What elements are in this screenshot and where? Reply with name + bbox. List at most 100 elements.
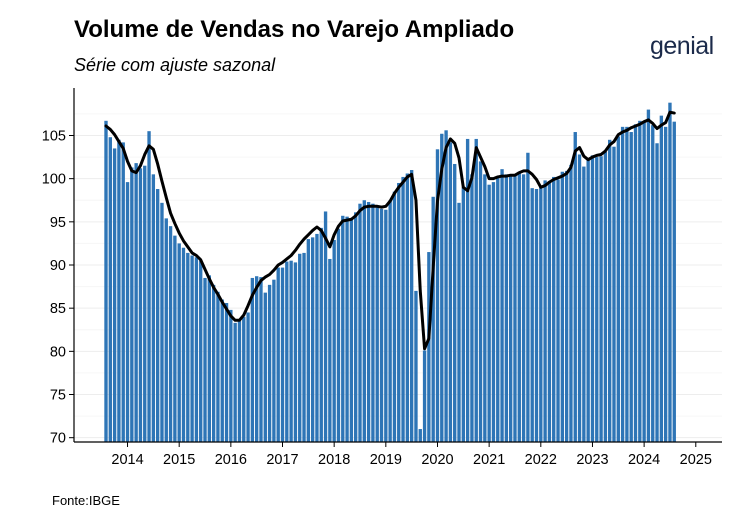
y-tick-label: 105 bbox=[42, 128, 66, 144]
bar bbox=[595, 157, 599, 442]
bar bbox=[358, 203, 362, 442]
bar bbox=[560, 171, 565, 442]
bar bbox=[375, 207, 379, 442]
bar bbox=[638, 120, 642, 442]
x-tick-label: 2025 bbox=[680, 452, 712, 468]
bar bbox=[121, 142, 125, 442]
chart-subtitle: Série com ajuste sazonal bbox=[74, 55, 276, 75]
bar bbox=[280, 267, 285, 442]
bar bbox=[586, 159, 590, 442]
bar bbox=[138, 168, 143, 443]
bar bbox=[659, 115, 664, 442]
bar bbox=[310, 237, 315, 442]
bar bbox=[306, 239, 311, 442]
bar bbox=[125, 182, 130, 443]
bar bbox=[397, 182, 401, 443]
bar bbox=[229, 309, 233, 442]
bar bbox=[224, 302, 229, 442]
y-tick-label: 95 bbox=[50, 215, 66, 231]
bar bbox=[199, 260, 203, 442]
bar bbox=[620, 126, 625, 442]
bar-series bbox=[104, 102, 676, 443]
source-note: Fonte:IBGE bbox=[52, 493, 120, 508]
bar bbox=[250, 277, 255, 442]
bar bbox=[104, 120, 108, 442]
bar bbox=[143, 165, 147, 442]
bar bbox=[345, 216, 349, 442]
bar bbox=[164, 218, 168, 442]
bar bbox=[655, 143, 659, 442]
bar bbox=[323, 211, 328, 442]
bar bbox=[663, 126, 668, 442]
bar bbox=[418, 429, 422, 442]
bar bbox=[603, 151, 608, 442]
bar bbox=[530, 188, 534, 442]
bar bbox=[448, 142, 453, 442]
bar bbox=[465, 138, 470, 442]
x-axis: 2014 2015 2016 2017 2018 2019 2020 2021 2022 2023… bbox=[111, 442, 712, 468]
bar bbox=[577, 154, 582, 443]
bar bbox=[608, 139, 612, 443]
bar bbox=[263, 292, 267, 442]
bar bbox=[573, 132, 577, 442]
bar bbox=[474, 138, 478, 442]
bar bbox=[130, 167, 134, 442]
bar bbox=[552, 176, 556, 442]
bar bbox=[556, 179, 560, 442]
bar bbox=[633, 124, 638, 442]
bar bbox=[435, 149, 440, 443]
bar bbox=[513, 174, 517, 442]
bar bbox=[259, 277, 263, 442]
bar bbox=[500, 169, 504, 442]
bar bbox=[629, 132, 633, 442]
bar bbox=[349, 218, 354, 442]
bar bbox=[504, 174, 509, 442]
bar bbox=[112, 148, 117, 442]
bar bbox=[246, 312, 250, 442]
x-tick-label: 2023 bbox=[576, 452, 608, 468]
bar bbox=[457, 202, 461, 442]
bar bbox=[668, 102, 672, 443]
bar bbox=[332, 239, 336, 442]
bar bbox=[134, 163, 138, 442]
trend-series bbox=[104, 110, 676, 351]
bar bbox=[461, 187, 465, 442]
bar bbox=[564, 170, 569, 442]
y-tick-label: 100 bbox=[42, 172, 66, 188]
bar bbox=[384, 209, 388, 442]
bar bbox=[470, 174, 474, 442]
bar bbox=[366, 201, 371, 442]
bar bbox=[569, 164, 573, 442]
bar bbox=[155, 189, 160, 442]
bar bbox=[108, 137, 112, 442]
bar bbox=[293, 262, 298, 442]
bar bbox=[181, 247, 186, 442]
bar bbox=[285, 261, 289, 442]
bar bbox=[371, 203, 375, 442]
x-tick-label: 2021 bbox=[473, 452, 505, 468]
bar bbox=[388, 200, 392, 442]
bar bbox=[422, 350, 427, 442]
y-tick-label: 75 bbox=[50, 388, 66, 404]
bar bbox=[642, 122, 646, 442]
bar bbox=[216, 291, 220, 442]
bar bbox=[298, 253, 302, 442]
x-tick-label: 2020 bbox=[421, 452, 453, 468]
bar bbox=[267, 284, 272, 442]
bar bbox=[651, 125, 655, 442]
bar bbox=[599, 156, 603, 442]
bar bbox=[616, 136, 620, 442]
bar bbox=[534, 189, 539, 442]
bar bbox=[401, 176, 405, 442]
bar bbox=[242, 316, 246, 442]
bar bbox=[117, 139, 121, 443]
bar bbox=[315, 233, 319, 442]
bar bbox=[496, 176, 500, 442]
bar bbox=[276, 267, 280, 442]
x-tick-label: 2017 bbox=[266, 452, 298, 468]
bar bbox=[147, 131, 151, 443]
y-tick-label: 70 bbox=[50, 431, 66, 447]
bar bbox=[151, 174, 156, 442]
bar bbox=[444, 130, 448, 442]
bar bbox=[405, 173, 410, 443]
